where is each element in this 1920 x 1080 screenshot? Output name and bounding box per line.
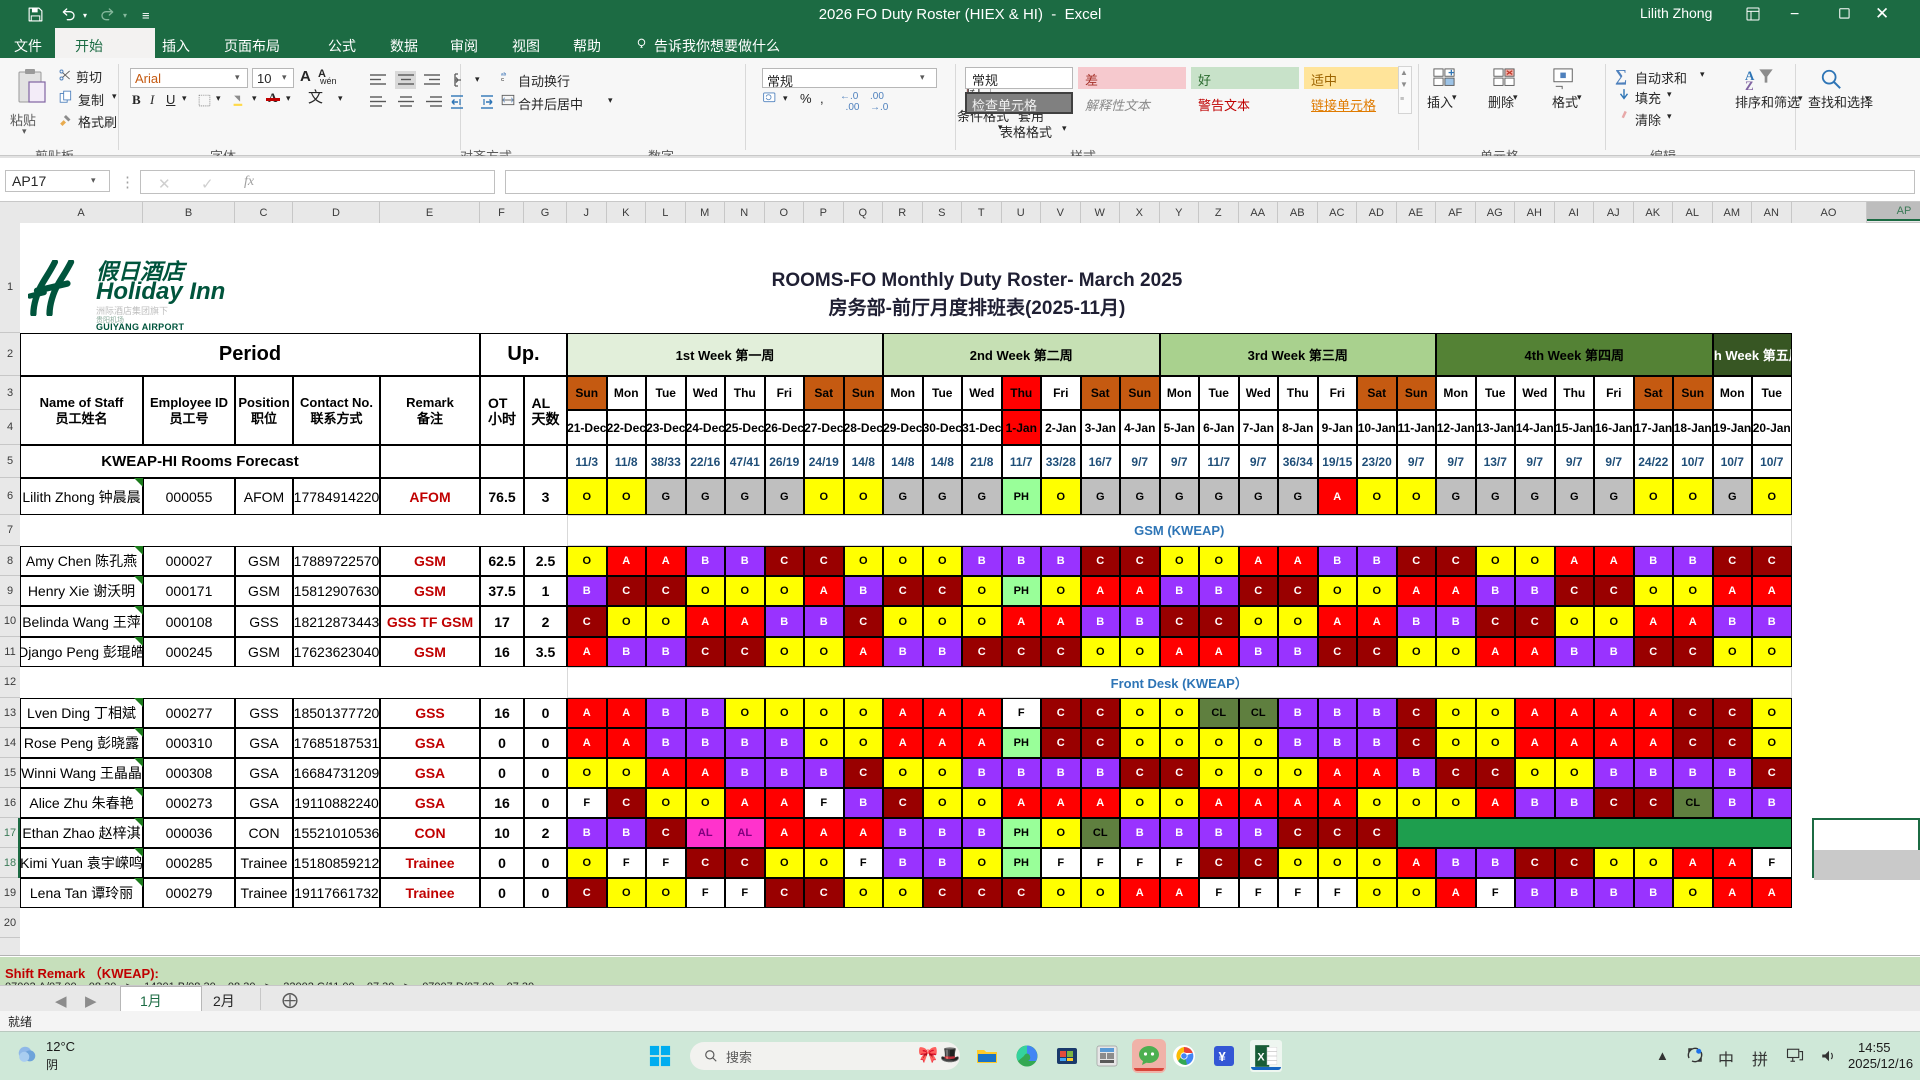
svg-text:¥: ¥ (1219, 1049, 1227, 1064)
svg-text:C: C (501, 77, 505, 82)
svg-text:X: X (1257, 1051, 1265, 1063)
svg-text:ab: ab (501, 72, 507, 77)
